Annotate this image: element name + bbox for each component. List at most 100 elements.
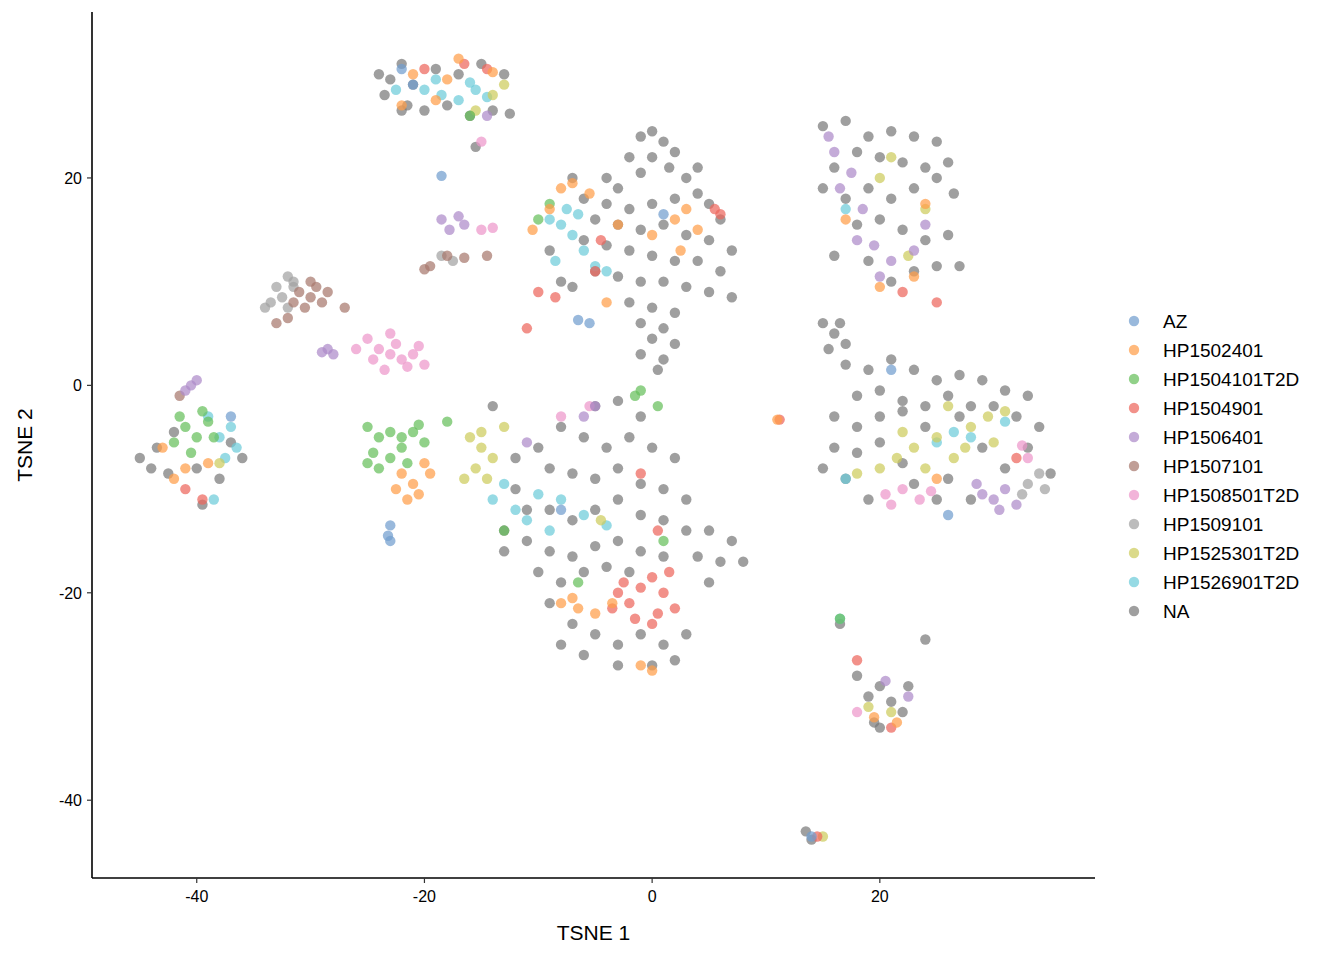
point [949, 453, 959, 463]
legend-swatch [1129, 461, 1139, 471]
point [624, 598, 634, 608]
point [573, 209, 583, 219]
point [613, 588, 623, 598]
point [556, 411, 566, 421]
point [880, 489, 890, 499]
point [636, 131, 646, 141]
point [875, 463, 885, 473]
point [1000, 406, 1010, 416]
point [658, 354, 668, 364]
point [710, 204, 720, 214]
point [510, 505, 520, 515]
point [829, 411, 839, 421]
point [465, 111, 475, 121]
point [203, 458, 213, 468]
point [180, 463, 190, 473]
point [818, 463, 828, 473]
point [704, 287, 714, 297]
point [658, 219, 668, 229]
point [214, 474, 224, 484]
point [431, 64, 441, 74]
point [636, 629, 646, 639]
point [288, 276, 298, 286]
point [658, 551, 668, 561]
point [636, 168, 646, 178]
point [368, 354, 378, 364]
point [943, 401, 953, 411]
point [840, 474, 850, 484]
point [909, 271, 919, 281]
point [305, 292, 315, 302]
point [488, 223, 498, 233]
point [510, 484, 520, 494]
legend-swatch [1129, 519, 1139, 529]
point [442, 100, 452, 110]
point [647, 126, 657, 136]
legend-swatch [1129, 345, 1139, 355]
point [465, 111, 475, 121]
legend-label: HP1525301T2D [1163, 543, 1299, 564]
point [436, 171, 446, 181]
point [636, 468, 646, 478]
series-points [351, 136, 1033, 717]
legend-label: HP1509101 [1163, 514, 1263, 535]
point [920, 199, 930, 209]
point [875, 385, 885, 395]
point [897, 707, 907, 717]
point [692, 551, 702, 561]
point [988, 437, 998, 447]
point [476, 225, 486, 235]
point [909, 479, 919, 489]
point [692, 162, 702, 172]
point [533, 287, 543, 297]
point [897, 427, 907, 437]
point [875, 282, 885, 292]
point [926, 486, 936, 496]
point [886, 256, 896, 266]
point [897, 157, 907, 167]
point [840, 359, 850, 369]
point [636, 546, 646, 556]
point [994, 505, 1004, 515]
point [590, 401, 600, 411]
point [863, 365, 873, 375]
point [886, 499, 896, 509]
y-tick [87, 800, 92, 801]
point [374, 432, 384, 442]
point [192, 432, 202, 442]
point [897, 396, 907, 406]
point [368, 448, 378, 458]
point [544, 214, 554, 224]
point [647, 251, 657, 261]
point [590, 474, 600, 484]
point [419, 264, 429, 274]
point [556, 422, 566, 432]
point [920, 463, 930, 473]
point [436, 214, 446, 224]
point [396, 100, 406, 110]
point [681, 204, 691, 214]
point [886, 365, 896, 375]
point [209, 494, 219, 504]
point [192, 375, 202, 385]
series-points [180, 59, 1021, 842]
point [567, 593, 577, 603]
point [886, 276, 896, 286]
point [579, 432, 589, 442]
point [920, 401, 930, 411]
point [840, 193, 850, 203]
point [658, 136, 668, 146]
point [613, 463, 623, 473]
point [914, 494, 924, 504]
point [988, 494, 998, 504]
point [636, 510, 646, 520]
point [886, 152, 896, 162]
point [823, 344, 833, 354]
point [567, 515, 577, 525]
point [658, 323, 668, 333]
point [601, 266, 611, 276]
point [522, 505, 532, 515]
point [544, 598, 554, 608]
legend-label: HP1504101T2D [1163, 369, 1299, 390]
point [658, 209, 668, 219]
